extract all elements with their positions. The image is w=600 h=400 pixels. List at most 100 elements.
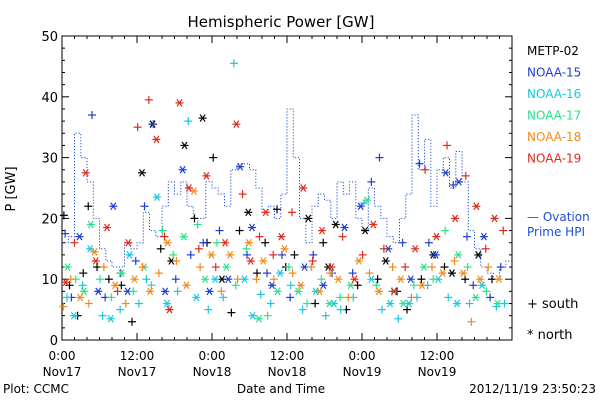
footer-plot-credit: Plot: CCMC [3, 382, 69, 396]
point-noaa-16 [153, 193, 161, 201]
point-noaa-16 [211, 275, 220, 284]
point-metp-02 [448, 269, 456, 277]
x-tick-time-label: 0:00 [199, 349, 226, 363]
point-noaa-16 [204, 305, 213, 314]
point-noaa-19 [461, 171, 470, 180]
point-noaa-19 [91, 257, 100, 265]
point-noaa-19 [246, 257, 255, 265]
point-noaa-17 [346, 281, 355, 290]
point-noaa-18 [90, 247, 99, 256]
point-noaa-19 [261, 208, 270, 217]
x-tick-time-label: 12:00 [120, 349, 155, 363]
point-noaa-18 [130, 275, 139, 284]
x-tick-time-label: 0:00 [49, 349, 76, 363]
point-noaa-15 [486, 293, 495, 302]
point-noaa-18 [334, 275, 343, 284]
y-tick-label: 10 [41, 273, 58, 288]
x-tick-date-label: Nov18 [193, 365, 232, 379]
point-noaa-19 [202, 171, 211, 180]
point-noaa-15 [178, 165, 187, 174]
point-noaa-18 [172, 256, 181, 265]
point-metp-02 [190, 214, 199, 223]
point-noaa-19 [369, 220, 378, 229]
point-noaa-16 [386, 299, 395, 308]
point-noaa-19 [490, 214, 499, 223]
point-metp-02 [261, 238, 270, 247]
point-metp-02 [209, 153, 218, 162]
point-noaa-16 [98, 311, 107, 320]
point-noaa-18 [233, 275, 242, 284]
point-noaa-15 [367, 177, 376, 186]
point-noaa-19 [338, 232, 347, 241]
point-noaa-19 [211, 263, 220, 272]
point-metp-02 [319, 238, 328, 247]
point-noaa-19 [389, 287, 398, 296]
point-noaa-18 [196, 263, 205, 272]
x-tick-time-label: 0:00 [349, 349, 376, 363]
point-noaa-15 [463, 232, 471, 241]
y-tick-label: 30 [41, 152, 58, 167]
point-noaa-18 [226, 251, 235, 259]
point-noaa-17 [129, 287, 138, 296]
point-noaa-16 [125, 251, 134, 259]
point-noaa-17 [96, 275, 105, 284]
legend-metp-02: METP-02 [527, 44, 579, 58]
point-noaa-18 [163, 238, 172, 247]
x-axis-label: Date and Time [237, 382, 325, 396]
point-noaa-17 [463, 263, 472, 272]
point-noaa-18 [288, 269, 297, 278]
point-noaa-16 [256, 290, 265, 299]
point-noaa-18 [259, 257, 268, 265]
point-noaa-19 [350, 275, 359, 284]
point-metp-02 [361, 226, 370, 235]
point-noaa-17 [294, 287, 303, 296]
point-noaa-19 [421, 165, 430, 174]
point-metp-02 [253, 269, 261, 278]
point-noaa-19 [175, 99, 184, 107]
legend-noaa-19: NOAA-19 [527, 152, 581, 166]
point-noaa-19 [144, 95, 153, 104]
point-metp-02 [180, 141, 189, 150]
point-noaa-18 [428, 263, 436, 272]
marker-legend-north: * north [527, 328, 573, 343]
point-noaa-18 [217, 287, 226, 296]
point-noaa-15 [171, 275, 180, 284]
point-noaa-15 [469, 281, 478, 290]
point-noaa-19 [472, 202, 481, 211]
point-noaa-18 [182, 281, 191, 290]
point-noaa-18 [365, 269, 374, 278]
x-tick-date-label: Nov17 [118, 365, 157, 379]
point-noaa-16 [367, 275, 376, 284]
marker-legend: + south * north [527, 297, 578, 343]
point-noaa-16 [465, 299, 474, 308]
point-metp-02 [138, 168, 146, 177]
point-noaa-19 [358, 250, 367, 259]
point-noaa-17 [254, 314, 263, 323]
point-noaa-17 [429, 275, 438, 284]
point-metp-02 [84, 202, 93, 211]
point-noaa-16 [184, 117, 193, 126]
point-noaa-17 [179, 232, 188, 241]
point-metp-02 [59, 211, 68, 220]
point-noaa-16 [163, 299, 171, 308]
point-noaa-15 [161, 287, 170, 296]
point-noaa-17 [317, 275, 326, 284]
point-noaa-19 [152, 135, 161, 144]
point-noaa-16 [378, 305, 386, 314]
point-noaa-17 [493, 299, 502, 308]
point-noaa-18 [280, 244, 289, 253]
point-noaa-18 [269, 275, 278, 284]
point-noaa-16 [394, 314, 403, 323]
point-noaa-17 [399, 299, 408, 308]
point-noaa-17 [86, 220, 95, 229]
x-tick-date-label: Nov19 [418, 365, 457, 379]
point-noaa-18 [494, 275, 503, 284]
point-noaa-19 [81, 168, 90, 177]
y-tick-label: 40 [41, 91, 58, 106]
point-noaa-19 [379, 244, 388, 253]
legend-noaa-17: NOAA-17 [527, 109, 581, 123]
point-noaa-16 [336, 305, 345, 314]
point-noaa-18 [296, 281, 305, 290]
point-noaa-19 [165, 305, 174, 314]
